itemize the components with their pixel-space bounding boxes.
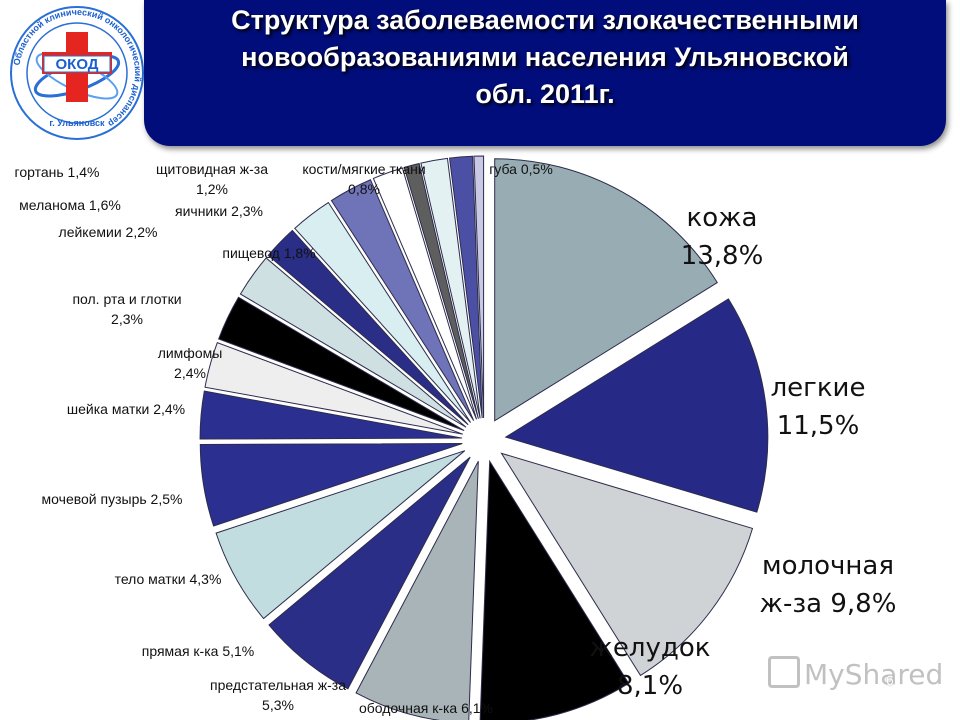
data-label-пищевод: пищевод 1,8% (222, 245, 315, 261)
pie-slice-кожа (494, 158, 718, 422)
data-label-яичники: яичники 2,3% (175, 203, 263, 219)
pie-slice-кости-мягкие-ткани (403, 162, 479, 419)
page-title: Структура заболеваемости злокачественным… (144, 2, 946, 113)
pie-slice-пол-рта-и-глотки (239, 257, 467, 428)
pie-slice-губа (473, 155, 485, 419)
pie-slice-яичники (330, 179, 475, 421)
data-label-предстательная-ж-за: предстательная ж-за 5,3% (210, 677, 346, 713)
data-label-кожа: кожа 13,8% (681, 203, 764, 271)
title-line-3: обл. 2011г. (475, 79, 615, 109)
pie-slice-желудок (479, 459, 630, 720)
data-label-тело-матки: тело матки 4,3% (115, 571, 222, 587)
data-label-желудок: желудок 8,1% (589, 633, 710, 701)
pie-slice-гортань (420, 157, 481, 419)
data-label-ободочная-к-ка: ободочная к-ка 6,1% (359, 700, 493, 716)
pie-slice-меланома (372, 167, 478, 420)
pie-slice-пищевод (267, 229, 469, 426)
data-label-кости-мягкие-ткани: кости/мягкие ткани 0,8% (302, 161, 425, 197)
logo-city: г. Ульяновск (49, 118, 105, 128)
pie-slice-щитовидная-ж-за (448, 155, 483, 419)
pie-slice-прямая-к-ка (215, 450, 466, 620)
data-label-шейка-матки: шейка матки 2,4% (67, 401, 185, 417)
data-label-мочевой-пузырь: мочевой пузырь 2,5% (42, 491, 183, 507)
data-label-щитовидная-ж-за: щитовидная ж-за 1,2% (156, 161, 268, 197)
logo-abbr: ОКОД (56, 56, 99, 73)
pie-slice-ободочная-к-ка (355, 461, 479, 720)
title-banner: Структура заболеваемости злокачественным… (144, 0, 946, 146)
okod-logo: ОКОД Областной клинический онкологически… (10, 6, 144, 140)
pie-slice-предстательная-ж-за (268, 456, 471, 690)
data-label-лейкемии: лейкемии 2,2% (59, 224, 158, 240)
data-label-гортань: гортань 1,4% (15, 164, 100, 180)
data-label-лимфомы: лимфомы 2,4% (158, 345, 223, 381)
pie-slice-шейка-матки (204, 342, 463, 435)
data-label-пол-рта-и-глотки: пол. рта и глотки 2,3% (72, 291, 181, 327)
watermark: MyShared (768, 656, 943, 691)
data-label-легкие: легкие 11,5% (771, 373, 866, 441)
pie-slice-легкие (504, 298, 769, 513)
pie-slice-лимфомы (218, 296, 465, 431)
pie-slice-мочевой-пузырь (199, 390, 463, 440)
data-label-прямая-к-ка: прямая к-ка 5,1% (142, 643, 254, 659)
pie-slice-тело-матки (199, 443, 463, 527)
data-label-молочная-ж-за: молочная ж-за 9,8% (760, 551, 897, 619)
page-number: 6 (886, 672, 894, 688)
data-label-меланома: меланома 1,6% (19, 197, 121, 213)
projector-icon (768, 656, 800, 688)
watermark-text: MyShared (804, 658, 944, 691)
pie-slice-лейкемии (294, 201, 472, 423)
data-label-губа: губа 0,5% (489, 161, 553, 177)
title-line-1: Структура заболеваемости злокачественным… (231, 5, 859, 35)
title-line-2: новообразованиями населения Ульяновской (241, 42, 849, 72)
pie-slice-молочная-ж-за (500, 452, 754, 677)
